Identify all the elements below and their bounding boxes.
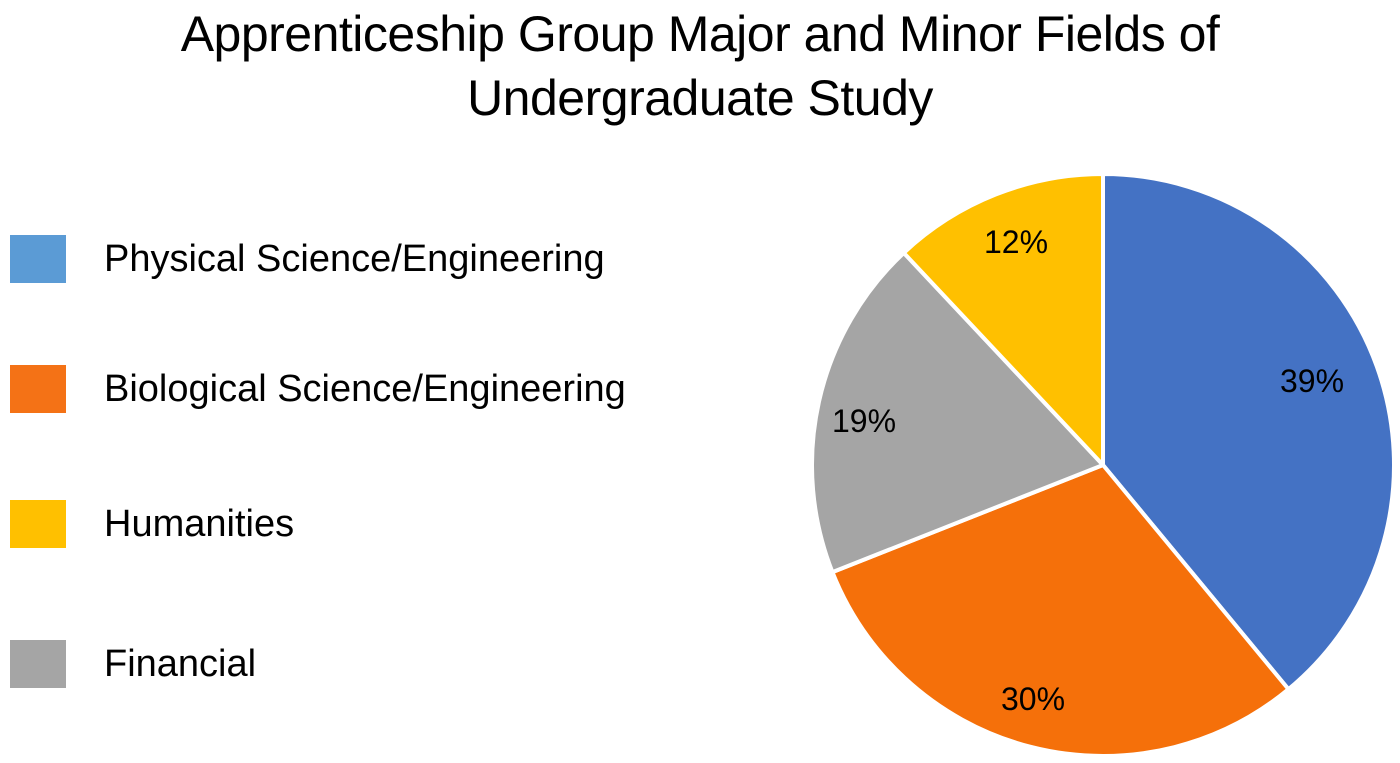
legend-label: Physical Science/Engineering (104, 237, 605, 280)
legend-item-physical-science: Physical Science/Engineering (10, 235, 605, 283)
pie-slice-financial (810, 250, 1105, 575)
slice-label-physical-science: 39% (1280, 363, 1344, 399)
legend-label: Financial (104, 642, 257, 685)
legend-item-financial: Financial (10, 640, 256, 688)
pie-slice-physical-science-engineering (1101, 172, 1396, 692)
legend-item-biological-science: Biological Science/Engineering (10, 365, 626, 413)
legend-item-humanities: Humanities (10, 500, 294, 548)
pie-slices (810, 172, 1396, 758)
legend-swatch-yellow (10, 500, 66, 548)
slice-label-humanities: 12% (984, 224, 1048, 260)
slice-label-biological-science: 30% (1001, 681, 1065, 717)
legend-label: Humanities (104, 502, 295, 545)
chart-title-line-1: Apprenticeship Group Major and Minor Fie… (180, 6, 1220, 62)
legend-swatch-orange (10, 365, 66, 413)
chart-title: Apprenticeship Group Major and Minor Fie… (0, 2, 1400, 130)
chart-title-line-2: Undergraduate Study (467, 70, 933, 126)
slice-label-financial: 19% (832, 403, 896, 439)
legend-swatch-gray (10, 640, 66, 688)
legend-label: Biological Science/Engineering (104, 367, 626, 410)
legend-swatch-blue (10, 235, 66, 283)
pie-slice-humanities (901, 172, 1105, 467)
pie-slice-biological-science-engineering (830, 463, 1291, 758)
